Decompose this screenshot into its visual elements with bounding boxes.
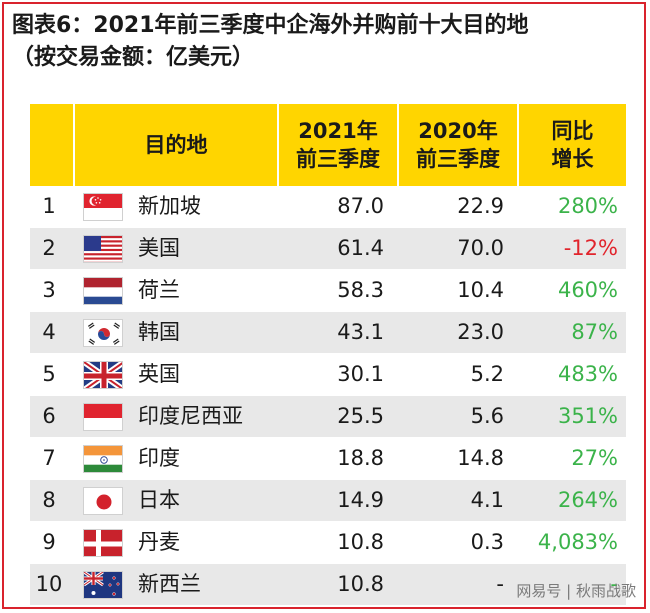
row-destination: 新西兰: [132, 563, 278, 606]
header-2021-line1: 2021年: [298, 119, 378, 143]
header-growth: 同比 增长: [518, 104, 626, 186]
table-row: 3 荷兰 58.3 10.4 460%: [30, 269, 626, 312]
row-rank: 5: [30, 353, 74, 396]
row-value-2020: 0.3: [398, 521, 518, 564]
row-rank: 10: [30, 563, 74, 606]
row-growth: 87%: [518, 311, 626, 354]
row-destination: 美国: [132, 227, 278, 270]
row-value-2020: 22.9: [398, 186, 518, 228]
row-value-2021: 10.8: [278, 563, 398, 606]
table-body: 1 新加坡 87.0 22.9 280% 2 美国 61.4 70.0 -12% 3 荷兰 58.3 10…: [30, 186, 626, 606]
row-growth: 4,083%: [518, 521, 626, 564]
denmark-flag-icon: [83, 529, 123, 557]
row-rank: 6: [30, 395, 74, 438]
japan-flag-icon: [83, 487, 123, 515]
row-flag-cell: [74, 395, 132, 438]
row-destination: 印度尼西亚: [132, 395, 278, 438]
table-row: 6 印度尼西亚 25.5 5.6 351%: [30, 395, 626, 438]
header-growth-line1: 同比: [551, 119, 594, 143]
uk-flag-icon: [83, 361, 123, 389]
row-rank: 4: [30, 311, 74, 354]
row-value-2021: 10.8: [278, 521, 398, 564]
row-growth: -: [518, 563, 626, 606]
row-value-2020: 70.0: [398, 227, 518, 270]
india-flag-icon: [83, 445, 123, 473]
row-destination: 韩国: [132, 311, 278, 354]
row-flag-cell: [74, 353, 132, 396]
row-value-2020: 5.2: [398, 353, 518, 396]
row-value-2021: 87.0: [278, 186, 398, 228]
row-destination: 印度: [132, 437, 278, 480]
title-line-1: 图表6：2021年前三季度中企海外并购前十大目的地: [12, 13, 529, 38]
page-title: 图表6：2021年前三季度中企海外并购前十大目的地 （按交易金额：亿美元）: [12, 10, 642, 74]
header-destination: 目的地: [74, 104, 279, 186]
header-growth-line2: 增长: [551, 147, 594, 171]
row-value-2020: 23.0: [398, 311, 518, 354]
row-destination: 英国: [132, 353, 278, 396]
usa-flag-icon: [83, 235, 123, 263]
row-value-2021: 61.4: [278, 227, 398, 270]
australia-flag-icon: [83, 571, 123, 599]
row-flag-cell: [74, 186, 132, 228]
row-growth: 264%: [518, 479, 626, 522]
row-rank: 3: [30, 269, 74, 312]
header-2021: 2021年 前三季度: [278, 104, 399, 186]
row-destination: 丹麦: [132, 521, 278, 564]
watermark: 网易号 | 秋雨战歌: [516, 582, 636, 600]
header-destination-label: 目的地: [144, 133, 208, 157]
table-header-row: 目的地 2021年 前三季度 2020年 前三季度 同比 增长: [30, 104, 626, 186]
table-row: 8 日本 14.9 4.1 264%: [30, 479, 626, 522]
row-rank: 9: [30, 521, 74, 564]
row-flag-cell: [74, 563, 132, 606]
row-growth: 27%: [518, 437, 626, 480]
indonesia-flag-icon: [83, 403, 123, 431]
row-destination: 日本: [132, 479, 278, 522]
row-value-2021: 30.1: [278, 353, 398, 396]
row-value-2020: 4.1: [398, 479, 518, 522]
row-value-2021: 25.5: [278, 395, 398, 438]
row-growth: 280%: [518, 186, 626, 228]
table-row: 10 新西兰 10.8- -: [30, 563, 626, 606]
header-2020-line2: 前三季度: [416, 147, 500, 171]
row-flag-cell: [74, 311, 132, 354]
row-rank: 8: [30, 479, 74, 522]
row-flag-cell: [74, 269, 132, 312]
row-growth: 483%: [518, 353, 626, 396]
table-row: 7 印度 18.8 14.8 27%: [30, 437, 626, 480]
row-growth: 460%: [518, 269, 626, 312]
singapore-flag-icon: [83, 193, 123, 221]
row-value-2020: 14.8: [398, 437, 518, 480]
row-value-2020: -: [398, 563, 518, 606]
row-value-2021: 14.9: [278, 479, 398, 522]
table-row: 9 丹麦 10.8 0.3 4,083%: [30, 521, 626, 564]
table-row: 2 美国 61.4 70.0 -12%: [30, 227, 626, 270]
destination-table: 目的地 2021年 前三季度 2020年 前三季度 同比 增长 1 新加坡 87.0…: [30, 104, 626, 606]
header-2020: 2020年 前三季度: [398, 104, 519, 186]
row-growth: 351%: [518, 395, 626, 438]
row-flag-cell: [74, 227, 132, 270]
header-rank: [30, 104, 75, 186]
row-rank: 2: [30, 227, 74, 270]
row-value-2020: 10.4: [398, 269, 518, 312]
header-2020-line1: 2020年: [418, 119, 498, 143]
row-growth: -12%: [518, 227, 626, 270]
table-row: 4 韩国 43.1 23.0 87%: [30, 311, 626, 354]
header-2021-line2: 前三季度: [296, 147, 380, 171]
table-row: 5 英国 30.1 5.2 483%: [30, 353, 626, 396]
row-value-2021: 58.3: [278, 269, 398, 312]
row-flag-cell: [74, 521, 132, 564]
korea-flag-icon: [83, 319, 123, 347]
row-rank: 1: [30, 186, 74, 228]
row-value-2020: 5.6: [398, 395, 518, 438]
row-value-2021: 18.8: [278, 437, 398, 480]
row-flag-cell: [74, 479, 132, 522]
row-destination: 荷兰: [132, 269, 278, 312]
row-flag-cell: [74, 437, 132, 480]
row-destination: 新加坡: [132, 186, 278, 228]
table-row: 1 新加坡 87.0 22.9 280%: [30, 186, 626, 228]
row-value-2021: 43.1: [278, 311, 398, 354]
title-line-2: （按交易金额：亿美元）: [12, 45, 255, 70]
row-rank: 7: [30, 437, 74, 480]
netherlands-flag-icon: [83, 277, 123, 305]
